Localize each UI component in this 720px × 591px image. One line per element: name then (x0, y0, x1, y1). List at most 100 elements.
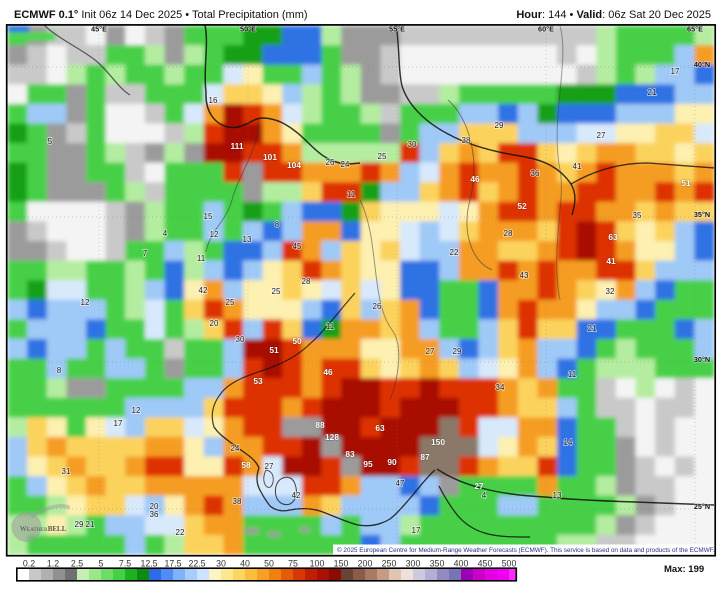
svg-text:47: 47 (396, 479, 405, 488)
svg-text:4: 4 (482, 491, 487, 500)
svg-text:28: 28 (504, 229, 513, 238)
svg-text:14: 14 (564, 438, 573, 447)
svg-text:22.5: 22.5 (188, 559, 205, 569)
svg-text:46: 46 (470, 174, 480, 184)
svg-text:38: 38 (233, 497, 242, 506)
svg-text:12: 12 (81, 298, 90, 307)
svg-text:111: 111 (230, 141, 243, 151)
svg-text:63: 63 (608, 232, 618, 242)
svg-text:8: 8 (57, 366, 62, 375)
svg-text:35: 35 (633, 211, 642, 220)
svg-text:53: 53 (253, 376, 263, 386)
svg-text:32: 32 (606, 287, 615, 296)
svg-text:1.2: 1.2 (47, 559, 59, 569)
svg-text:100: 100 (310, 559, 325, 569)
svg-text:15: 15 (204, 212, 213, 221)
svg-text:51: 51 (269, 345, 279, 355)
svg-text:30: 30 (216, 559, 226, 569)
svg-text:24: 24 (231, 444, 240, 453)
svg-text:88: 88 (315, 420, 325, 430)
svg-text:8: 8 (275, 220, 280, 229)
svg-text:2.5: 2.5 (71, 559, 83, 569)
svg-text:63: 63 (375, 423, 385, 433)
svg-text:55°E: 55°E (389, 25, 405, 34)
svg-text:22: 22 (176, 528, 185, 537)
svg-text:41: 41 (606, 256, 616, 266)
svg-text:25: 25 (272, 287, 281, 296)
svg-text:95: 95 (363, 459, 373, 469)
svg-text:36: 36 (150, 510, 159, 519)
svg-text:38: 38 (462, 136, 471, 145)
svg-text:26: 26 (326, 158, 335, 167)
svg-text:101: 101 (263, 152, 277, 162)
svg-text:150: 150 (334, 559, 349, 569)
svg-text:500: 500 (502, 559, 517, 569)
svg-text:50: 50 (292, 336, 302, 346)
svg-text:27: 27 (426, 347, 435, 356)
svg-text:28: 28 (302, 277, 311, 286)
svg-text:45: 45 (293, 242, 302, 251)
svg-text:150: 150 (431, 437, 445, 447)
svg-text:36: 36 (531, 169, 540, 178)
svg-text:11: 11 (347, 190, 356, 199)
svg-text:4: 4 (163, 229, 168, 238)
svg-text:200: 200 (358, 559, 373, 569)
svg-text:250: 250 (382, 559, 397, 569)
svg-text:29: 29 (495, 121, 504, 130)
svg-text:12.5: 12.5 (140, 559, 157, 569)
svg-text:43: 43 (520, 271, 529, 280)
svg-text:27: 27 (597, 131, 606, 140)
svg-text:52: 52 (517, 201, 527, 211)
svg-text:27: 27 (474, 481, 484, 491)
svg-text:17: 17 (114, 419, 123, 428)
svg-text:83: 83 (345, 449, 355, 459)
svg-text:30: 30 (236, 335, 245, 344)
svg-text:41: 41 (573, 162, 582, 171)
svg-text:128: 128 (325, 432, 339, 442)
svg-text:21: 21 (648, 88, 657, 97)
svg-text:350: 350 (430, 559, 445, 569)
svg-text:24: 24 (341, 160, 350, 169)
svg-text:11: 11 (568, 370, 577, 379)
svg-text:© 2025 European Centre for Med: © 2025 European Centre for Medium-Range … (337, 546, 715, 554)
svg-text:5: 5 (99, 559, 104, 569)
svg-text:104: 104 (287, 160, 301, 170)
svg-text:34: 34 (496, 383, 505, 392)
svg-text:27: 27 (265, 462, 274, 471)
svg-text:46: 46 (323, 367, 333, 377)
svg-text:40: 40 (240, 559, 250, 569)
svg-text:20: 20 (150, 502, 159, 511)
svg-text:12: 12 (210, 230, 219, 239)
svg-text:30°N: 30°N (694, 355, 710, 364)
svg-text:50°E: 50°E (240, 25, 256, 34)
svg-text:12: 12 (132, 406, 141, 415)
svg-text:50: 50 (264, 559, 274, 569)
svg-text:13: 13 (243, 235, 252, 244)
svg-text:25: 25 (226, 298, 235, 307)
svg-text:20: 20 (210, 319, 219, 328)
svg-text:22: 22 (450, 248, 459, 257)
svg-text:90: 90 (387, 457, 397, 467)
svg-text:26: 26 (373, 302, 382, 311)
svg-text:5: 5 (48, 137, 53, 146)
svg-text:30: 30 (408, 140, 417, 149)
svg-text:42: 42 (199, 286, 208, 295)
svg-text:WEATHERBELL: WEATHERBELL (20, 525, 67, 533)
svg-text:16: 16 (209, 96, 218, 105)
svg-text:29: 29 (75, 520, 84, 529)
svg-text:21: 21 (86, 520, 95, 529)
svg-text:25: 25 (378, 152, 387, 161)
svg-text:42: 42 (292, 491, 301, 500)
svg-text:87: 87 (420, 452, 430, 462)
svg-text:40°N: 40°N (694, 60, 710, 69)
svg-text:400: 400 (454, 559, 469, 569)
svg-text:11: 11 (197, 254, 206, 263)
svg-text:0.2: 0.2 (23, 559, 35, 569)
svg-text:21: 21 (588, 324, 597, 333)
svg-text:65°E: 65°E (687, 25, 703, 34)
svg-text:58: 58 (241, 460, 251, 470)
svg-text:45°E: 45°E (91, 25, 107, 34)
svg-text:35°N: 35°N (694, 210, 710, 219)
svg-text:450: 450 (478, 559, 493, 569)
svg-text:31: 31 (62, 467, 71, 476)
